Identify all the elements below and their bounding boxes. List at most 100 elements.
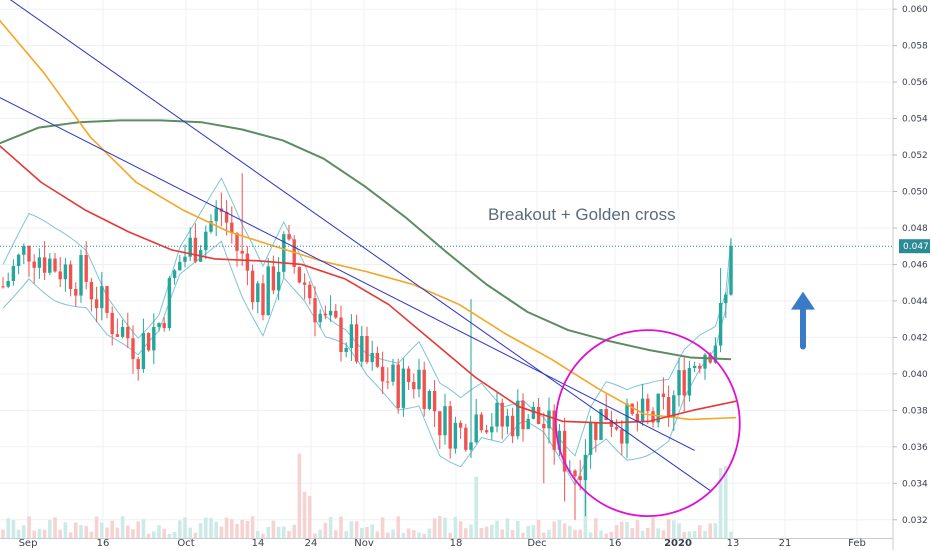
volume-bar — [375, 531, 380, 538]
candle-body — [406, 368, 411, 383]
volume-bar — [635, 520, 640, 538]
candle-body — [349, 324, 354, 349]
candle-body — [266, 266, 270, 316]
candle-body — [42, 257, 47, 273]
volume-bar — [698, 525, 702, 538]
volume-bar — [141, 519, 146, 538]
y-tick-label: 0.032 — [902, 516, 928, 526]
volume-bar — [198, 523, 203, 538]
volume-bar — [682, 531, 686, 538]
volume-bar — [687, 531, 692, 538]
candle-body — [230, 222, 234, 234]
candle-body — [453, 422, 458, 449]
candle-body — [521, 400, 525, 430]
x-tick-label: 21 — [779, 538, 792, 549]
candle-body — [505, 415, 510, 427]
volume-bar — [396, 516, 400, 538]
candle-body — [63, 264, 68, 280]
volume-bar — [656, 528, 660, 538]
y-tick-label: 0.060 — [902, 5, 928, 15]
candle-body — [235, 233, 239, 251]
candle-body — [100, 286, 104, 309]
volume-bar — [276, 526, 281, 538]
volume-bar — [250, 516, 255, 538]
y-tick-label: 0.044 — [902, 297, 928, 307]
volume-bar — [58, 529, 62, 538]
candle-body — [328, 310, 333, 316]
candle-body — [339, 317, 343, 353]
candle-body — [240, 250, 244, 254]
volume-bar — [94, 516, 99, 538]
volume-bar — [245, 521, 250, 538]
y-tick-label: 0.050 — [902, 187, 928, 197]
volume-bar — [334, 530, 338, 538]
candle-body — [682, 370, 686, 396]
candle-body — [666, 397, 671, 418]
volume-bar — [469, 524, 473, 538]
volume-bar — [630, 528, 634, 538]
candle-body — [84, 255, 88, 282]
candle-body — [464, 427, 468, 450]
candle-body — [282, 234, 286, 272]
candle-body — [318, 313, 322, 323]
candle-body — [209, 221, 213, 232]
x-tick-label: 14 — [252, 538, 265, 549]
volume-bar — [302, 491, 307, 538]
candle-body — [380, 366, 385, 382]
candle-body — [604, 409, 608, 421]
volume-bar — [729, 531, 733, 538]
volume-bar — [53, 517, 57, 538]
candle-body — [214, 208, 218, 222]
x-tick-label: 16 — [97, 538, 110, 549]
candle-body — [126, 326, 130, 339]
candle-body — [438, 411, 442, 436]
volume-bar — [620, 521, 624, 538]
candle-body — [256, 283, 260, 303]
volume-bar — [152, 531, 156, 538]
volume-bar — [542, 532, 546, 538]
candle-body — [360, 336, 364, 362]
y-tick-label: 0.034 — [902, 479, 928, 489]
candle-body — [58, 271, 62, 280]
candle-body — [672, 395, 676, 418]
volume-bar — [1, 529, 5, 538]
candle-body — [490, 426, 494, 433]
volume-bar — [27, 516, 31, 538]
volume-bar — [6, 518, 10, 538]
candle-body — [105, 286, 109, 313]
candle-body — [37, 257, 42, 268]
y-tick-label: 0.056 — [902, 78, 928, 88]
candle-body — [120, 326, 125, 337]
highlight-ellipse — [554, 329, 741, 517]
candle-body — [635, 413, 640, 422]
candle-body — [692, 365, 697, 369]
volume-bar — [282, 526, 286, 538]
bollinger-lower-line — [2, 240, 732, 487]
candle-body — [630, 403, 634, 414]
volume-bar — [42, 529, 47, 538]
volume-bar — [79, 525, 83, 538]
volume-bar — [172, 532, 177, 538]
candle-body — [542, 423, 546, 429]
volume-bar — [68, 532, 73, 538]
volume-bar — [573, 529, 577, 538]
candle-body — [594, 422, 598, 440]
candle-body — [287, 234, 291, 240]
candle-body — [162, 323, 166, 328]
candle-body — [271, 266, 276, 291]
candle-body — [396, 364, 400, 408]
y-tick-label: 0.052 — [902, 151, 928, 161]
candle-body — [1, 286, 5, 288]
candle-body — [68, 264, 73, 289]
candle-body — [479, 414, 484, 431]
candle-body — [687, 368, 692, 396]
candle-body — [724, 294, 728, 304]
candle-body — [110, 312, 114, 335]
volume-bar — [16, 529, 21, 538]
volume-bar — [162, 528, 166, 538]
volume-bar — [167, 533, 172, 538]
candle-body — [22, 246, 26, 255]
y-tick-label: 0.054 — [902, 115, 928, 125]
volume-bar — [32, 530, 36, 538]
